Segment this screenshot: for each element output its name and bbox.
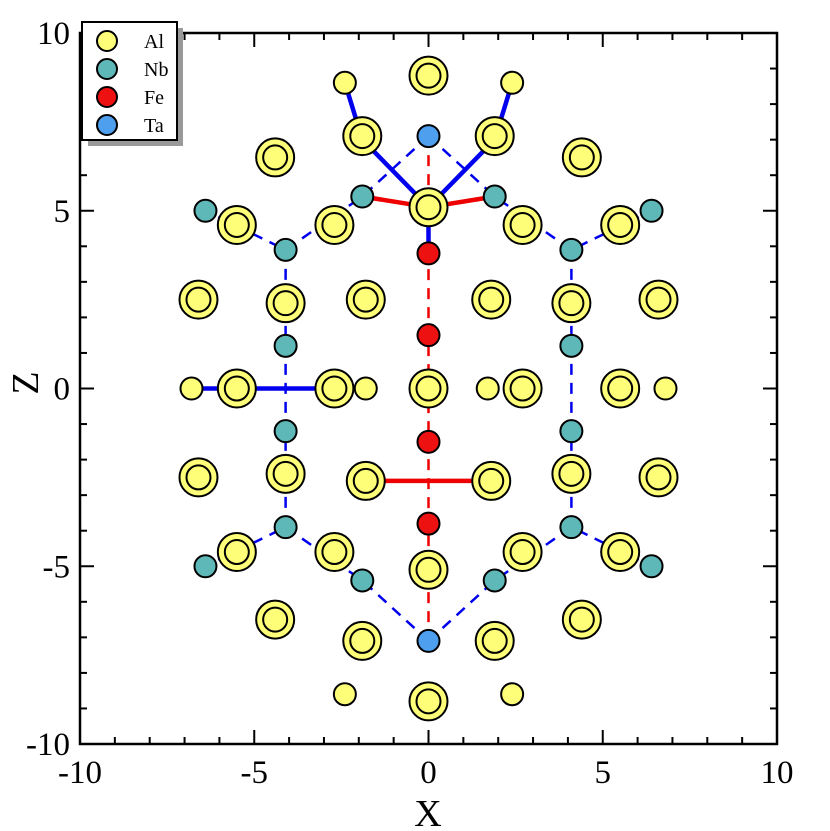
x-tick-label: -10 (58, 755, 102, 791)
al-point-11 (607, 211, 634, 238)
nb-point-7 (559, 333, 584, 358)
y-tick-label: 5 (54, 194, 71, 230)
al-point-39 (349, 627, 376, 654)
al-point-28 (272, 460, 299, 487)
al-point-6 (568, 144, 595, 171)
al-point-1 (332, 70, 357, 95)
legend-label-nb: Nb (144, 59, 168, 81)
y-tick-label: -5 (43, 549, 71, 585)
al-point-37 (607, 539, 634, 566)
al-point-42 (332, 682, 357, 707)
nb-point-1 (639, 198, 664, 223)
al-point-10 (223, 211, 250, 238)
nb-point-6 (273, 333, 298, 358)
nb-point-14 (350, 568, 375, 593)
nb-point-4 (350, 184, 375, 209)
nb-point-9 (559, 419, 584, 444)
ta-point-1 (416, 628, 441, 653)
al-point-27 (185, 464, 212, 491)
nb-point-2 (273, 237, 298, 262)
fe-point-0 (416, 241, 441, 266)
nb-point-10 (273, 515, 298, 540)
al-point-4 (481, 123, 508, 150)
al-point-34 (321, 539, 348, 566)
legend-marker-nb (96, 58, 118, 80)
data-points (178, 55, 679, 722)
nb-point-12 (193, 554, 218, 579)
legend-label-ta: Ta (144, 115, 164, 137)
al-point-33 (223, 539, 250, 566)
nb-point-13 (639, 554, 664, 579)
al-point-18 (179, 376, 204, 401)
x-tick-label: 5 (595, 755, 612, 791)
y-tick-label: 0 (54, 372, 71, 408)
legend-marker-fe (96, 86, 118, 108)
al-point-13 (272, 290, 299, 317)
al-point-29 (352, 467, 379, 494)
legend-label-fe: Fe (144, 87, 164, 109)
al-point-12 (185, 286, 212, 313)
nb-point-0 (193, 198, 218, 223)
tick-labels: -10 -5 0 5 10 -10 -5 0 5 10 (26, 16, 794, 791)
al-point-20 (321, 375, 348, 402)
y-axis-title: Z (5, 371, 47, 394)
al-point-2 (500, 70, 525, 95)
al-point-21 (353, 376, 378, 401)
y-tick-label: -10 (26, 727, 70, 763)
al-point-24 (509, 375, 536, 402)
x-tick-label: 10 (761, 755, 794, 791)
al-point-3 (349, 123, 376, 150)
al-point-14 (352, 286, 379, 313)
al-point-38 (262, 606, 289, 633)
al-point-36 (509, 539, 536, 566)
al-point-41 (568, 606, 595, 633)
nb-point-8 (273, 419, 298, 444)
x-tick-label: -5 (241, 755, 269, 791)
al-point-26 (653, 376, 678, 401)
al-point-22 (415, 375, 442, 402)
al-point-9 (509, 211, 536, 238)
axis-ticks (79, 32, 778, 745)
al-point-7 (415, 194, 442, 221)
x-axis-title: X (414, 793, 441, 831)
al-point-25 (607, 375, 634, 402)
nb-point-3 (559, 237, 584, 262)
al-point-0 (415, 62, 442, 89)
al-point-31 (558, 460, 585, 487)
legend-marker-ta (96, 114, 118, 136)
al-point-8 (321, 211, 348, 238)
fe-point-3 (416, 511, 441, 536)
fe-point-2 (416, 429, 441, 454)
al-point-30 (478, 467, 505, 494)
y-tick-label: 10 (37, 16, 70, 52)
ta-point-0 (416, 124, 441, 149)
al-point-35 (415, 556, 442, 583)
legend: Al Nb Fe Ta (81, 21, 183, 146)
fe-point-1 (416, 323, 441, 348)
nb-point-15 (482, 568, 507, 593)
legend-label-al: Al (144, 31, 164, 53)
al-point-16 (558, 290, 585, 317)
al-point-19 (223, 375, 250, 402)
al-point-40 (481, 627, 508, 654)
al-point-43 (415, 688, 442, 715)
al-point-5 (262, 144, 289, 171)
al-point-44 (500, 682, 525, 707)
nb-point-5 (482, 184, 507, 209)
al-point-23 (475, 376, 500, 401)
legend-marker-al (96, 30, 118, 52)
nb-point-11 (559, 515, 584, 540)
x-tick-label: 0 (420, 755, 437, 791)
al-point-15 (478, 286, 505, 313)
al-point-32 (645, 464, 672, 491)
al-point-17 (645, 286, 672, 313)
